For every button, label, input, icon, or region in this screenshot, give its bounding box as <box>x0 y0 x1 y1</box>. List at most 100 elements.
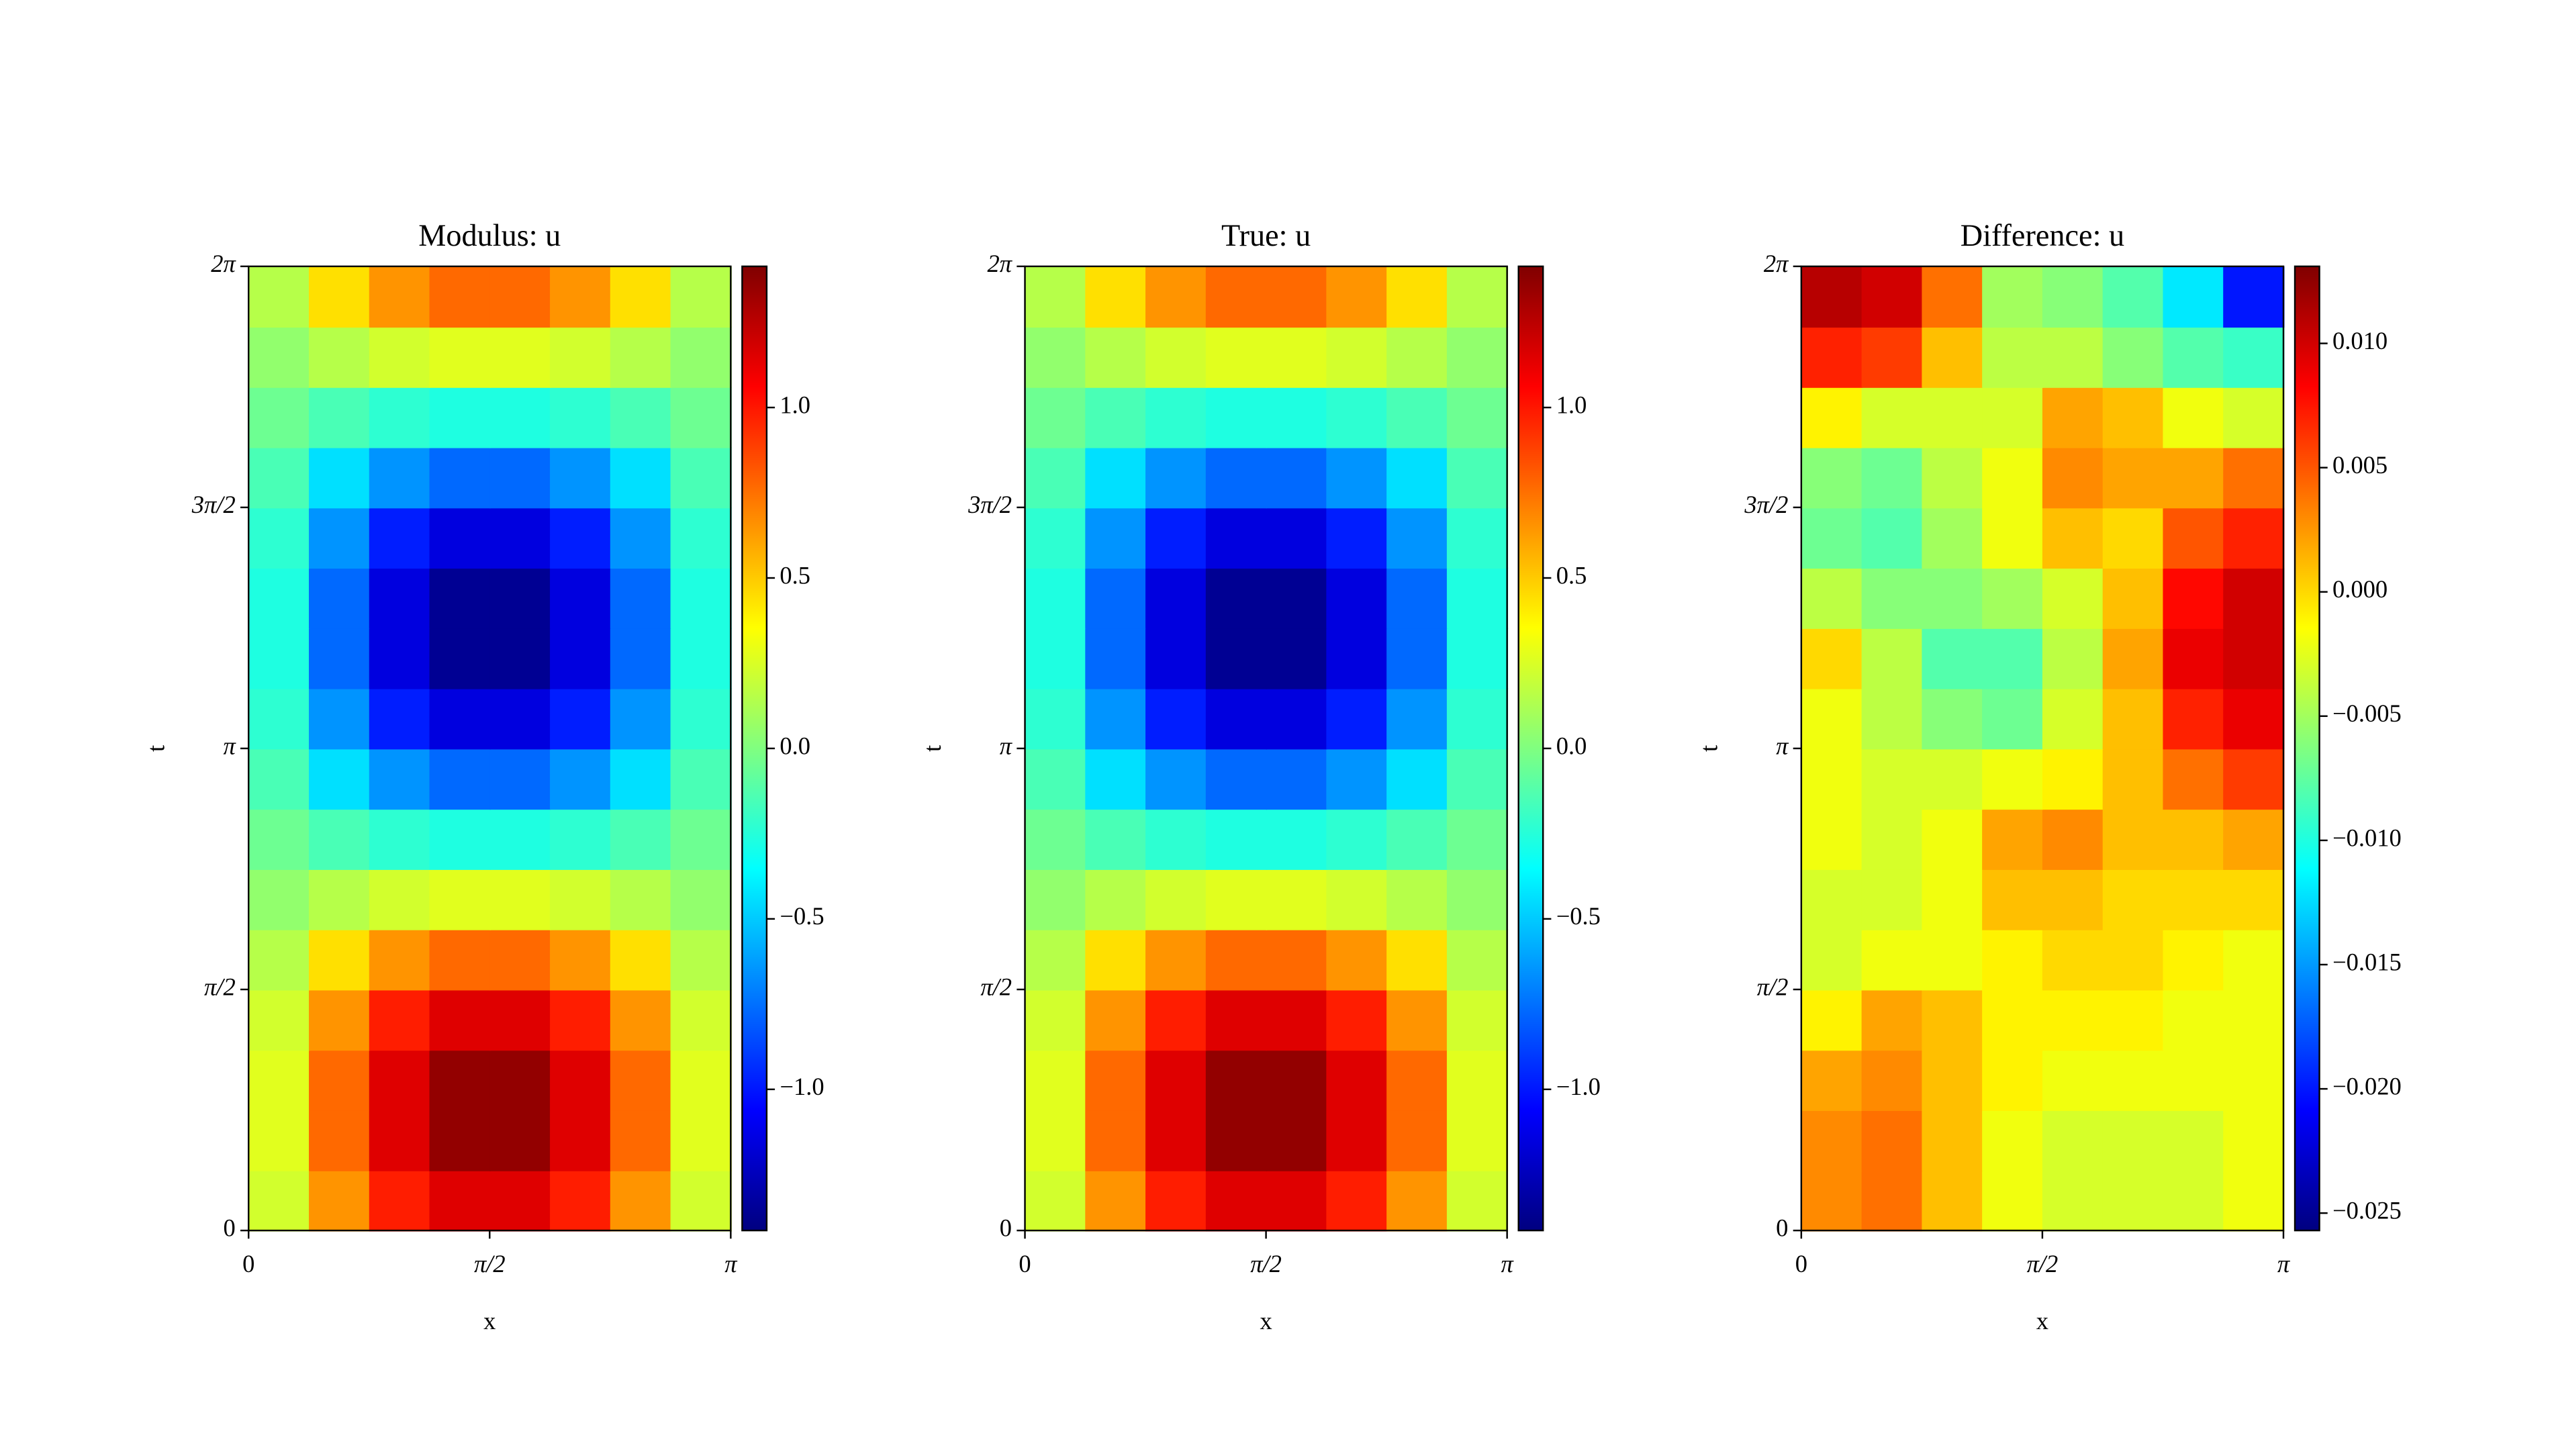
heatmap-cell <box>2102 748 2164 810</box>
heatmap-cell <box>2223 1170 2285 1232</box>
heatmap-cell <box>489 869 551 930</box>
heatmap-cell <box>1145 1170 1207 1232</box>
heatmap-cell <box>308 688 371 750</box>
heatmap-cell <box>2223 869 2285 930</box>
heatmap-cell <box>1386 808 1448 870</box>
colorbar-tick-label: −0.020 <box>2332 1072 2402 1100</box>
heatmap-cell <box>670 567 732 629</box>
heatmap-cell <box>2223 266 2285 328</box>
heatmap-cell <box>2223 688 2285 750</box>
heatmap-cell <box>1085 688 1147 750</box>
heatmap-cell <box>2102 326 2164 388</box>
heatmap-cell <box>248 748 310 810</box>
heatmap-cell <box>1982 808 2044 870</box>
axes-title: Modulus: u <box>418 219 561 253</box>
heatmap-cell <box>1861 567 1923 629</box>
heatmap-cell <box>2042 688 2104 750</box>
heatmap-cell <box>248 387 310 448</box>
heatmap-cell <box>1326 628 1388 689</box>
heatmap-cell <box>1922 447 1983 509</box>
heatmap-cell <box>1326 1110 1388 1171</box>
heatmap-cell <box>308 266 371 328</box>
heatmap-cell <box>1326 326 1388 388</box>
colorbar <box>1517 265 1544 1232</box>
heatmap-cell <box>369 989 430 1051</box>
heatmap-cell <box>1922 688 1983 750</box>
heatmap-cell <box>1446 1110 1509 1171</box>
heatmap-cell <box>1922 326 1983 388</box>
heatmap-cell <box>2163 1170 2224 1232</box>
heatmap-cell <box>308 326 371 388</box>
heatmap-cell <box>550 447 612 509</box>
heatmap-cell <box>489 266 551 328</box>
heatmap-cell <box>1326 387 1388 448</box>
heatmap-cell <box>2163 989 2224 1051</box>
heatmap-cell <box>1266 989 1327 1051</box>
colorbar-tick-label: −0.015 <box>2332 948 2402 975</box>
heatmap-cell <box>1025 447 1086 509</box>
heatmap-cell <box>1025 387 1086 448</box>
heatmap-cell <box>429 929 491 991</box>
heatmap-cell <box>2163 688 2224 750</box>
y-tick-label: 0 <box>224 1214 236 1241</box>
heatmap-cell <box>2223 567 2285 629</box>
axes-title: True: u <box>1221 219 1311 253</box>
heatmap-cell <box>2163 326 2224 388</box>
heatmap-cell <box>1085 507 1147 569</box>
colorbar-tick-label: 0.0 <box>1556 732 1587 759</box>
heatmap-cell <box>489 989 551 1051</box>
y-tick-label: π <box>1776 732 1789 759</box>
y-tick-label: π/2 <box>1757 973 1789 1000</box>
heatmap-cell <box>1326 447 1388 509</box>
heatmap-cell <box>610 507 672 569</box>
heatmap-cell <box>550 266 612 328</box>
colorbar-tick-label: −0.025 <box>2332 1197 2402 1224</box>
colorbar <box>741 265 768 1232</box>
heatmap-cell <box>2163 748 2224 810</box>
heatmap-cell <box>308 1049 371 1111</box>
heatmap-cell <box>2042 326 2104 388</box>
y-tick-label: 2π <box>988 250 1013 277</box>
heatmap-cell <box>1025 1110 1086 1171</box>
heatmap-cell <box>429 808 491 870</box>
heatmap-cell <box>1982 1170 2044 1232</box>
heatmap-cell <box>2163 507 2224 569</box>
heatmap-cell <box>1205 1110 1268 1171</box>
heatmap-cell <box>248 507 310 569</box>
heatmap-cell <box>610 869 672 930</box>
heatmap-cell <box>1386 869 1448 930</box>
heatmap-cell <box>1386 1170 1448 1232</box>
heatmap-cell <box>2042 266 2104 328</box>
heatmap-cell <box>1922 567 1983 629</box>
heatmap-cell <box>489 688 551 750</box>
heatmap-cell <box>1801 326 1863 388</box>
y-tick-label: π/2 <box>204 973 236 1000</box>
colorbar-tick-label: 0.0 <box>780 732 810 759</box>
heatmap-cell <box>1085 447 1147 509</box>
heatmap-cell <box>1922 1170 1983 1232</box>
x-axis-label: x <box>2036 1307 2048 1334</box>
heatmap-cell <box>429 266 491 328</box>
heatmap-cell <box>2223 748 2285 810</box>
heatmap-cell <box>2223 989 2285 1051</box>
heatmap-cell <box>670 1170 732 1232</box>
heatmap-cell <box>1145 1049 1207 1111</box>
heatmap-cell <box>1386 748 1448 810</box>
heatmap-cell <box>308 1110 371 1171</box>
heatmap-cell <box>1085 748 1147 810</box>
heatmap-cell <box>1922 989 1983 1051</box>
heatmap-cell <box>1801 929 1863 991</box>
heatmap-cell <box>1085 929 1147 991</box>
y-tick-label: 3π/2 <box>191 491 236 518</box>
axes-title: Difference: u <box>1961 219 2124 253</box>
heatmap-cell <box>2102 628 2164 689</box>
heatmap-cell <box>1446 447 1509 509</box>
heatmap-cell <box>1145 567 1207 629</box>
y-tick-label: π <box>223 732 236 759</box>
heatmap-cell <box>1386 507 1448 569</box>
heatmap-cell <box>2102 447 2164 509</box>
heatmap-cell <box>550 929 612 991</box>
heatmap-cell <box>2102 1170 2164 1232</box>
heatmap-cell <box>2163 266 2224 328</box>
heatmap-cell <box>1205 507 1268 569</box>
